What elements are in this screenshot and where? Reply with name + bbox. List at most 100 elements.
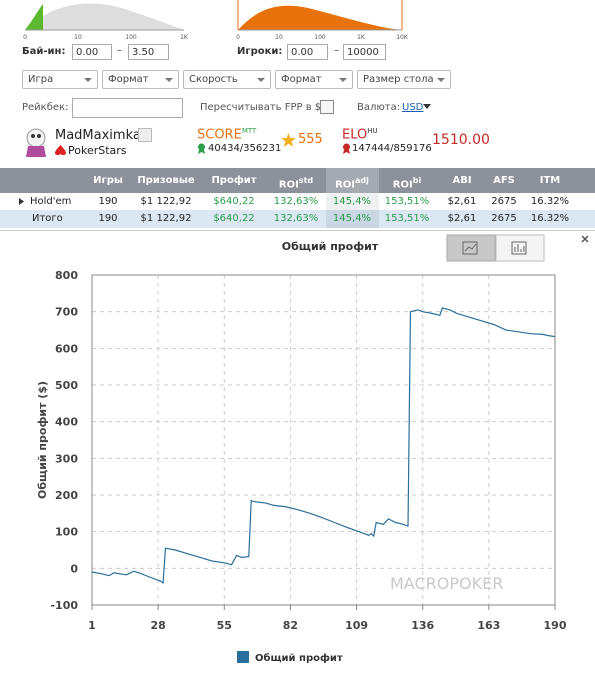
- y-tick-label: 400: [55, 416, 78, 429]
- stars: 555: [298, 132, 323, 147]
- cell: 16.32%: [530, 196, 570, 207]
- column-label[interactable]: Игры: [93, 175, 123, 186]
- x-tick-label: 109: [345, 619, 368, 632]
- fpp-label: Пересчитывать FPP в $: [200, 102, 322, 113]
- dropdown[interactable]: Формат: [102, 70, 179, 89]
- chart-toggle[interactable]: [495, 234, 545, 262]
- column-label[interactable]: ITM: [539, 175, 561, 186]
- x-tick-label: 163: [477, 619, 500, 632]
- cell: $1 122,92: [140, 213, 192, 224]
- fpp-checkbox[interactable]: [320, 100, 334, 114]
- player-icon[interactable]: [138, 128, 152, 142]
- players-from[interactable]: 0.00: [287, 44, 328, 60]
- player-site: PokerStars: [68, 144, 127, 157]
- watermark: MACROPOKER: [390, 574, 503, 593]
- score-label-text: SCORE: [197, 127, 242, 143]
- legend-label: Общий профит: [255, 652, 343, 664]
- mini-tick-label: 10: [74, 34, 82, 41]
- x-tick-label: 55: [217, 619, 232, 632]
- column-header: ABI: [452, 168, 471, 193]
- highlight-cell: [326, 193, 379, 210]
- elo-label: ELOHU: [342, 127, 378, 142]
- mini-tick-label: 100: [314, 34, 326, 41]
- cell: 153,51%: [384, 213, 430, 224]
- cell: 2675: [491, 213, 517, 224]
- y-tick-label: 0: [70, 562, 78, 575]
- elo-sup: HU: [367, 127, 378, 135]
- column-label[interactable]: Профит: [211, 175, 257, 186]
- currency-select[interactable]: USD: [402, 102, 424, 113]
- cell: $640,22: [213, 213, 255, 224]
- mini-tick-label: 1K: [357, 34, 366, 41]
- cell: 2675: [491, 196, 517, 207]
- buyin-label: Бай-ин:: [22, 46, 66, 57]
- x-tick-label: 190: [544, 619, 567, 632]
- y-tick-label: 800: [55, 269, 78, 282]
- currency-label: Валюта:: [357, 102, 401, 113]
- mini-tick-label: 10: [275, 34, 283, 41]
- separator: [0, 230, 595, 231]
- column-label[interactable]: ROI: [335, 179, 356, 191]
- range-separator: –: [117, 45, 122, 56]
- column-header: ROIadj: [335, 168, 369, 193]
- profit-line: [91, 307, 556, 585]
- avatar: [26, 128, 46, 157]
- buyin-selected: [25, 4, 43, 30]
- score-sup: MTT: [241, 127, 257, 135]
- column-header: ITM: [540, 168, 561, 193]
- chart-title: Общий профит: [282, 240, 379, 253]
- legend-swatch: [237, 651, 249, 663]
- column-label[interactable]: AFS: [493, 175, 515, 186]
- buyin-from[interactable]: 0.00: [72, 44, 112, 60]
- rakeback-input[interactable]: [72, 98, 183, 118]
- cell: $640,22: [213, 196, 255, 207]
- players-label: Игроки:: [237, 46, 283, 57]
- cell: $2,61: [447, 213, 477, 224]
- dropdown[interactable]: Скорость: [183, 70, 271, 89]
- table-header: [0, 168, 595, 193]
- column-sup: std: [298, 176, 314, 185]
- dropdown[interactable]: Игра: [22, 70, 98, 89]
- players-to[interactable]: 10000: [343, 44, 386, 60]
- dropdown[interactable]: Формат: [275, 70, 353, 89]
- column-header: Профит: [211, 168, 256, 193]
- row-label: Итого: [32, 213, 63, 224]
- bar-icon: [511, 241, 527, 255]
- expand-arrow[interactable]: [19, 198, 24, 205]
- x-tick-label: 82: [283, 619, 298, 632]
- column-label[interactable]: ABI: [452, 175, 472, 186]
- rank-icon: [343, 143, 350, 154]
- mini-tick-label: 0: [23, 34, 27, 41]
- highlight-column: [326, 168, 379, 193]
- y-tick-label: -100: [50, 599, 78, 612]
- mini-tick-label: 1K: [180, 34, 189, 41]
- column-sup: bi: [412, 176, 422, 185]
- close-icon[interactable]: [581, 235, 589, 243]
- cell: $1 122,92: [140, 196, 192, 207]
- cell: 132,63%: [273, 213, 319, 224]
- cell: 153,51%: [384, 196, 430, 207]
- elo-rank: 147444/859176: [352, 143, 432, 154]
- column-label[interactable]: ROI: [278, 179, 299, 191]
- y-axis-label: Общий профит ($): [36, 381, 49, 499]
- dropdown[interactable]: Размер стола: [357, 70, 451, 89]
- column-label[interactable]: ROI: [392, 179, 413, 191]
- total-row: [0, 210, 595, 228]
- buyin-to[interactable]: 3.50: [128, 44, 169, 60]
- score-label: SCOREMTT: [197, 127, 256, 142]
- y-tick-label: 100: [55, 526, 78, 539]
- players-distribution: [238, 5, 402, 30]
- mini-tick-label: 10K: [396, 34, 409, 41]
- elo-label-text: ELO: [342, 127, 368, 143]
- score-rank: 40434/356231: [208, 143, 282, 154]
- cell: 190: [98, 196, 118, 207]
- x-tick-label: 1: [88, 619, 96, 632]
- y-tick-label: 200: [55, 489, 78, 502]
- row-label: Hold'em: [30, 196, 72, 207]
- player-name[interactable]: MadMaximka: [55, 128, 141, 143]
- column-label[interactable]: Призовые: [137, 175, 195, 186]
- star-icon: [281, 133, 296, 147]
- highlight-cell: [326, 210, 379, 228]
